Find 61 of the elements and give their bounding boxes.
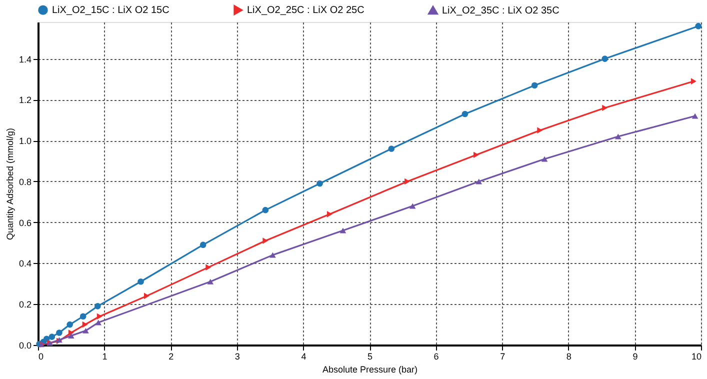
point	[692, 113, 698, 119]
point	[388, 146, 395, 152]
point	[68, 333, 74, 339]
point	[56, 330, 62, 336]
point	[326, 211, 332, 218]
y-tick-label: 0.6	[18, 218, 32, 228]
point	[138, 278, 144, 285]
legend-label: LiX_O2_15C : LiX O2 15C	[52, 5, 170, 16]
point	[94, 303, 101, 310]
x-tick-label: 4	[301, 352, 306, 362]
point	[144, 292, 150, 300]
point	[695, 22, 702, 30]
point	[95, 320, 102, 326]
x-tick-label: 0	[38, 352, 44, 362]
point	[602, 104, 608, 112]
point	[82, 321, 88, 328]
x-tick-label: 9	[632, 352, 638, 362]
x-axis-title: Absolute Pressure (bar)	[322, 364, 418, 374]
y-tick-label: 0.4	[18, 258, 32, 269]
point	[200, 242, 206, 248]
x-tick-label: 3	[234, 352, 240, 362]
point	[409, 203, 416, 209]
point	[462, 110, 468, 118]
x-tick-label: 5	[367, 352, 373, 362]
y-tick-label: 1.2	[18, 95, 32, 106]
y-tick-label: 1.4	[18, 54, 32, 64]
point	[474, 152, 479, 158]
point	[404, 178, 410, 185]
x-tick-label: 10	[691, 352, 702, 362]
x-tick-label: 2	[168, 352, 174, 362]
point	[541, 156, 548, 162]
point	[690, 78, 696, 84]
y-axis-title: Quantity Adsorbed (mmol/g)	[4, 128, 15, 240]
point	[96, 313, 102, 320]
point	[262, 206, 269, 214]
point	[66, 321, 73, 328]
point	[614, 134, 622, 140]
point	[82, 328, 89, 334]
x-tick-label: 8	[566, 352, 572, 362]
point	[270, 252, 276, 258]
point	[262, 238, 268, 244]
point	[316, 180, 323, 187]
point	[602, 56, 608, 62]
line-series	[36, 22, 702, 348]
point	[476, 178, 482, 184]
x-tick-label: 7	[500, 352, 506, 362]
y-tick-label: 0.8	[18, 176, 32, 187]
point	[206, 264, 212, 270]
point	[48, 334, 56, 340]
point	[531, 82, 538, 89]
point	[340, 228, 346, 234]
y-tick-label: 0.0	[18, 340, 32, 350]
legend-label: LiX_O2_35C : LiX O2 35C	[442, 5, 560, 16]
point	[80, 313, 86, 320]
x-tick-label: 1	[102, 352, 108, 362]
legend-label: LiX_O2_25C : LiX O2 25C	[247, 5, 364, 16]
point	[207, 278, 214, 284]
x-tick-label: 6	[434, 352, 439, 362]
point	[537, 127, 543, 134]
y-tick-label: 0.2	[18, 300, 32, 310]
y-tick-label: 1.0	[18, 136, 32, 146]
